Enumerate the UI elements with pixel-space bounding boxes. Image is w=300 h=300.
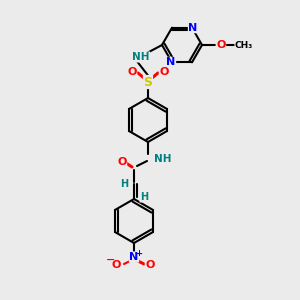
Text: H: H (140, 192, 148, 202)
Text: +: + (136, 250, 142, 259)
Text: N: N (188, 23, 198, 33)
Text: S: S (143, 76, 152, 88)
Text: O: O (127, 67, 137, 77)
Text: CH₃: CH₃ (235, 40, 253, 50)
Text: −: − (106, 255, 116, 265)
Text: H: H (120, 179, 128, 189)
Text: O: O (117, 157, 127, 167)
Text: O: O (111, 260, 121, 270)
Text: O: O (145, 260, 155, 270)
Text: O: O (159, 67, 169, 77)
Text: N: N (129, 252, 139, 262)
Text: N: N (167, 57, 176, 67)
Text: NH: NH (132, 52, 150, 62)
Text: O: O (216, 40, 226, 50)
Text: NH: NH (154, 154, 172, 164)
